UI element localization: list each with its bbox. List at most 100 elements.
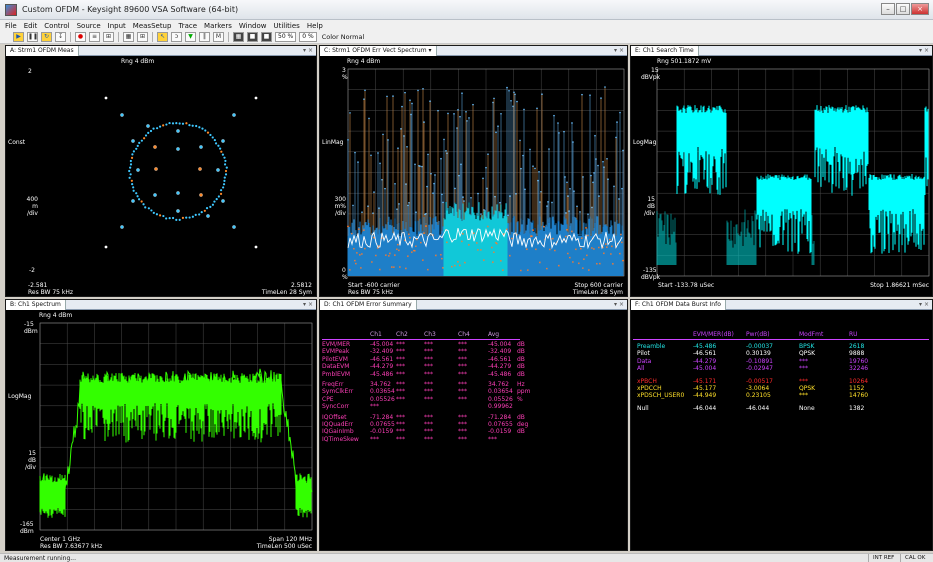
- title-bar: Custom OFDM - Keysight 89600 VSA Softwar…: [0, 0, 933, 20]
- maximize-button[interactable]: □: [896, 3, 910, 15]
- pane-search-time[interactable]: E: Ch1 Search Time ▾ × Rng 501.1872 mV 1…: [630, 45, 933, 297]
- pointer-icon[interactable]: ↖: [157, 32, 168, 42]
- menu-markers[interactable]: Markers: [204, 21, 232, 30]
- play-icon[interactable]: ▶: [13, 32, 24, 42]
- pane-window-controls[interactable]: ▾ ×: [919, 47, 929, 54]
- constellation-point: [152, 127, 155, 130]
- display-dark-icon[interactable]: ■: [261, 32, 272, 42]
- band-marker-icon[interactable]: ‖: [199, 32, 210, 42]
- cell-pwr: -0.00517: [746, 377, 773, 385]
- evm-point: [509, 254, 511, 257]
- evm-point: [520, 167, 522, 170]
- cell-ch2: ***: [396, 355, 405, 363]
- evm-point: [541, 93, 543, 95]
- pause-icon[interactable]: ❚❚: [27, 32, 39, 42]
- menu-edit[interactable]: Edit: [23, 21, 38, 30]
- evm-point: [423, 232, 425, 235]
- evm-point: [400, 128, 402, 130]
- record-icon[interactable]: ●: [75, 32, 86, 42]
- recording-options-icon[interactable]: ⊞: [103, 32, 114, 42]
- column-header: Ch3: [424, 331, 436, 338]
- pane-tab-e[interactable]: E: Ch1 Search Time: [631, 46, 699, 56]
- menu-meassetup[interactable]: MeasSetup: [132, 21, 172, 30]
- search-time-plot[interactable]: [631, 56, 933, 297]
- marker-search-icon[interactable]: M: [213, 32, 224, 42]
- layout-icon[interactable]: ▦: [123, 32, 134, 42]
- recording-source-icon[interactable]: ≡: [89, 32, 100, 42]
- menu-control[interactable]: Control: [44, 21, 70, 30]
- evm-point: [612, 262, 614, 265]
- zoom-value[interactable]: 50 %: [275, 32, 297, 42]
- evm-point: [602, 160, 604, 163]
- marker-icon[interactable]: ↄ: [171, 32, 182, 42]
- menu-input[interactable]: Input: [107, 21, 126, 30]
- cell-pwr: -46.044: [746, 404, 770, 412]
- constellation-point: [135, 147, 138, 150]
- constellation-point: [220, 150, 223, 153]
- evm-point: [487, 225, 489, 228]
- evm-point: [427, 268, 429, 271]
- cell-ch2: ***: [396, 363, 405, 371]
- constellation-point: [214, 142, 218, 145]
- single-icon[interactable]: ↧: [55, 32, 66, 42]
- display-color-icon[interactable]: ■: [247, 32, 258, 42]
- evm-point: [468, 244, 470, 246]
- minimize-button[interactable]: –: [881, 3, 895, 15]
- pane-window-controls[interactable]: ▾ ×: [303, 47, 313, 54]
- pane-tab-a[interactable]: A: Strm1 OFDM Meas: [6, 46, 79, 56]
- pane-tab-c[interactable]: C: Strm1 OFDM Err Vect Spectrum ▾: [320, 46, 437, 56]
- evm-point: [461, 92, 463, 94]
- constellation-point: [130, 179, 133, 182]
- err-vect-spectrum-plot[interactable]: [320, 56, 628, 297]
- pane-window-controls[interactable]: ▾ ×: [303, 301, 313, 308]
- cell-ch4: ***: [458, 341, 467, 348]
- close-button[interactable]: ×: [911, 3, 929, 15]
- menu-file[interactable]: File: [5, 21, 17, 30]
- spectrum-plot[interactable]: [6, 310, 317, 551]
- pane-tab-f[interactable]: F: Ch1 OFDM Data Burst Info: [631, 300, 726, 310]
- pane-window-controls[interactable]: ▾ ×: [614, 301, 624, 308]
- cell-pwr: -0.10891: [746, 357, 773, 365]
- constellation-point: [136, 144, 139, 147]
- chevron-down-icon[interactable]: ▾: [428, 46, 432, 54]
- constellation-plot[interactable]: [6, 56, 317, 297]
- evm-point: [429, 100, 431, 103]
- pane-window-controls[interactable]: ▾ ×: [919, 301, 929, 308]
- pane-window-controls[interactable]: ▾ ×: [614, 47, 624, 54]
- evm-point: [553, 114, 555, 117]
- peak-marker-icon[interactable]: ▼: [185, 32, 196, 42]
- row-label: IQQuadErr: [322, 421, 354, 428]
- evm-point: [557, 122, 559, 124]
- zoom-step[interactable]: 0 %: [299, 32, 317, 42]
- pane-tab-d[interactable]: D: Ch1 OFDM Error Summary: [320, 300, 417, 310]
- menu-window[interactable]: Window: [238, 21, 267, 30]
- constellation-point: [171, 216, 175, 220]
- pane-data-burst-info[interactable]: F: Ch1 OFDM Data Burst Info ▾ × EVM/MER(…: [630, 299, 933, 551]
- menu-source[interactable]: Source: [76, 21, 101, 30]
- color-mode-label[interactable]: Color Normal: [321, 33, 365, 41]
- pane-spectrum[interactable]: B: Ch1 Spectrum ▾ × Rng 4 dBm -15 dBm Lo…: [5, 299, 317, 551]
- pane-constellation[interactable]: A: Strm1 OFDM Meas ▾ × Rng 4 dBm 2 Const…: [5, 45, 317, 297]
- tile-icon[interactable]: ⊞: [137, 32, 148, 42]
- restart-icon[interactable]: ↻: [41, 32, 52, 42]
- evm-point: [446, 152, 448, 155]
- display-grid-icon[interactable]: ▦: [233, 32, 244, 42]
- evm-point: [443, 138, 445, 141]
- pane-err-vect-spectrum[interactable]: C: Strm1 OFDM Err Vect Spectrum ▾ ▾ × Rn…: [319, 45, 628, 297]
- menu-utilities[interactable]: Utilities: [273, 21, 300, 30]
- column-header: ModFmt: [799, 331, 824, 338]
- evm-point: [499, 201, 501, 204]
- cell-ru: 9888: [849, 350, 865, 358]
- evm-point: [566, 228, 568, 231]
- evm-point: [477, 192, 479, 195]
- pane-error-summary[interactable]: D: Ch1 OFDM Error Summary ▾ × Ch1 Ch2 Ch3 C…: [319, 299, 628, 551]
- pane-tab-b[interactable]: B: Ch1 Spectrum: [6, 300, 66, 310]
- scale-value: 400: [26, 196, 38, 203]
- cell-ch4: ***: [458, 388, 467, 396]
- evm-point: [393, 266, 395, 269]
- evm-point: [622, 149, 624, 152]
- menu-trace[interactable]: Trace: [178, 21, 198, 30]
- menu-help[interactable]: Help: [306, 21, 323, 30]
- evm-point: [552, 237, 554, 240]
- evm-point: [515, 192, 517, 195]
